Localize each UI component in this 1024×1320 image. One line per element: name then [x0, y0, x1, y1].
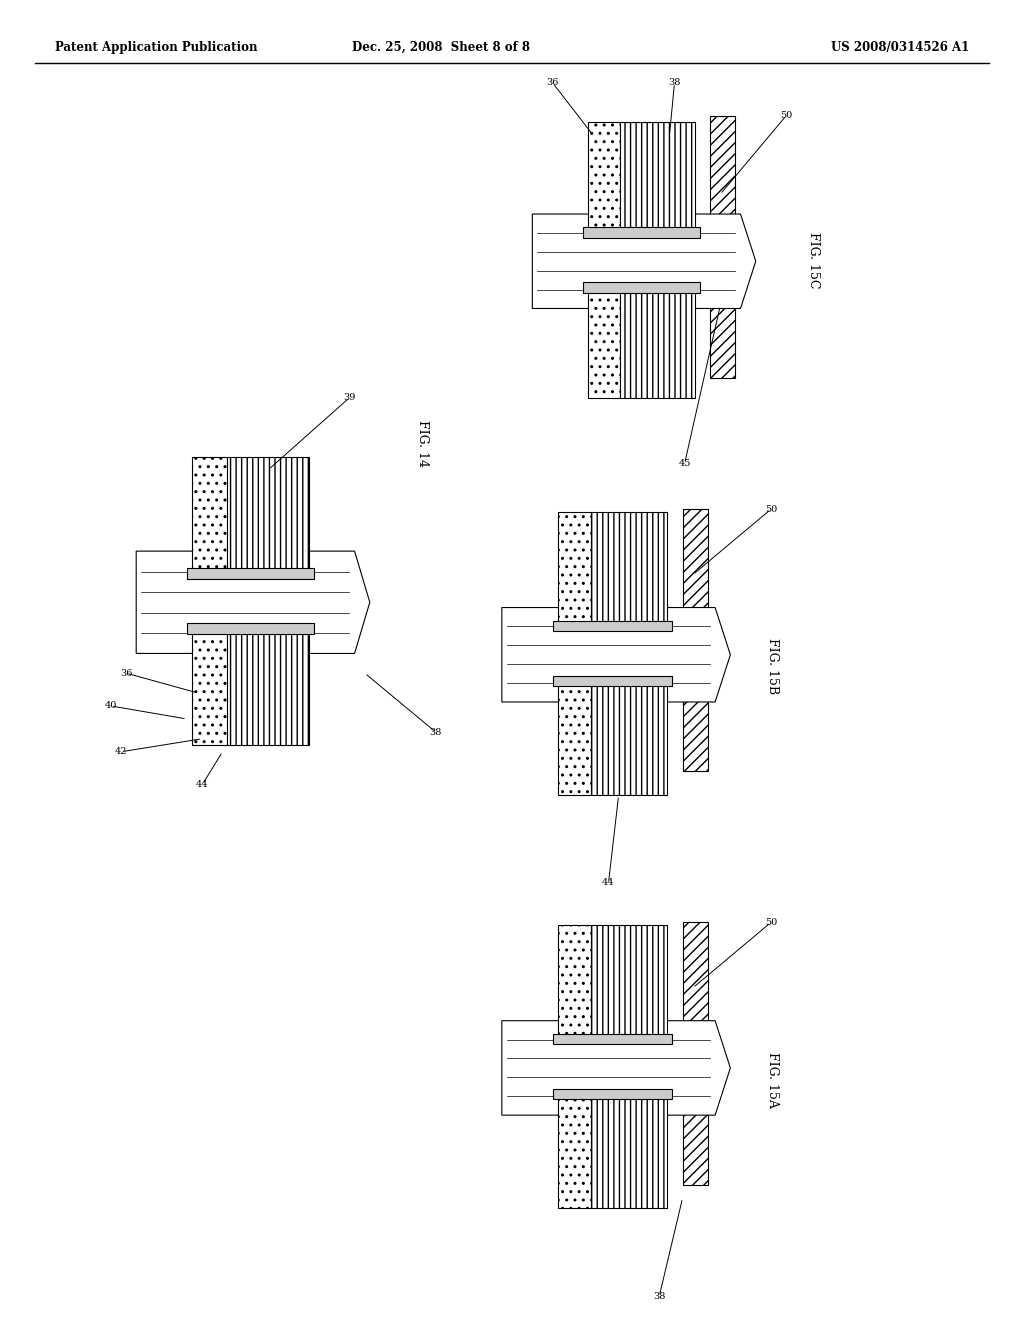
Polygon shape [502, 1020, 730, 1115]
Text: FIG. 15C: FIG. 15C [807, 232, 819, 288]
Text: FIG. 15A: FIG. 15A [766, 1052, 779, 1107]
Bar [621, 123, 695, 234]
Bar [553, 620, 673, 631]
Polygon shape [502, 607, 730, 702]
Text: US 2008/0314526 A1: US 2008/0314526 A1 [830, 41, 969, 54]
Text: FIG. 15B: FIG. 15B [766, 639, 779, 694]
Bar [591, 512, 668, 627]
Bar [583, 227, 699, 238]
Bar [683, 510, 708, 771]
Text: 42: 42 [115, 747, 127, 756]
Bar [591, 925, 668, 1040]
Text: 40: 40 [104, 701, 117, 710]
Bar [588, 123, 621, 234]
Bar [591, 1093, 668, 1208]
Bar [558, 680, 591, 795]
Bar [553, 1034, 673, 1044]
Text: 39: 39 [343, 393, 355, 403]
Bar [710, 116, 735, 378]
Text: 38: 38 [669, 78, 681, 87]
Bar [583, 282, 699, 293]
Bar [553, 1089, 673, 1100]
Text: 38: 38 [430, 727, 442, 737]
Bar [193, 457, 227, 574]
Bar [227, 457, 309, 574]
Bar [591, 680, 668, 795]
Bar [227, 627, 309, 746]
Polygon shape [532, 214, 756, 309]
Text: 38: 38 [653, 1292, 666, 1300]
Text: FIG. 14: FIG. 14 [416, 420, 428, 467]
Bar [553, 676, 673, 686]
Text: 45: 45 [679, 459, 691, 467]
Text: 44: 44 [196, 780, 209, 789]
Text: Patent Application Publication: Patent Application Publication [55, 41, 257, 54]
Text: 36: 36 [547, 78, 559, 87]
Bar [193, 627, 227, 746]
Polygon shape [136, 552, 370, 653]
Text: 50: 50 [765, 504, 777, 513]
Text: Dec. 25, 2008  Sheet 8 of 8: Dec. 25, 2008 Sheet 8 of 8 [352, 41, 529, 54]
Bar [558, 925, 591, 1040]
Text: 50: 50 [780, 111, 793, 120]
Text: 36: 36 [120, 669, 132, 677]
Bar [558, 1093, 591, 1208]
Bar [558, 512, 591, 627]
Bar [588, 286, 621, 397]
Bar [187, 623, 314, 634]
Bar [187, 568, 314, 578]
Bar [683, 923, 708, 1184]
Text: 50: 50 [765, 917, 777, 927]
Text: 44: 44 [602, 879, 614, 887]
Bar [621, 286, 695, 397]
